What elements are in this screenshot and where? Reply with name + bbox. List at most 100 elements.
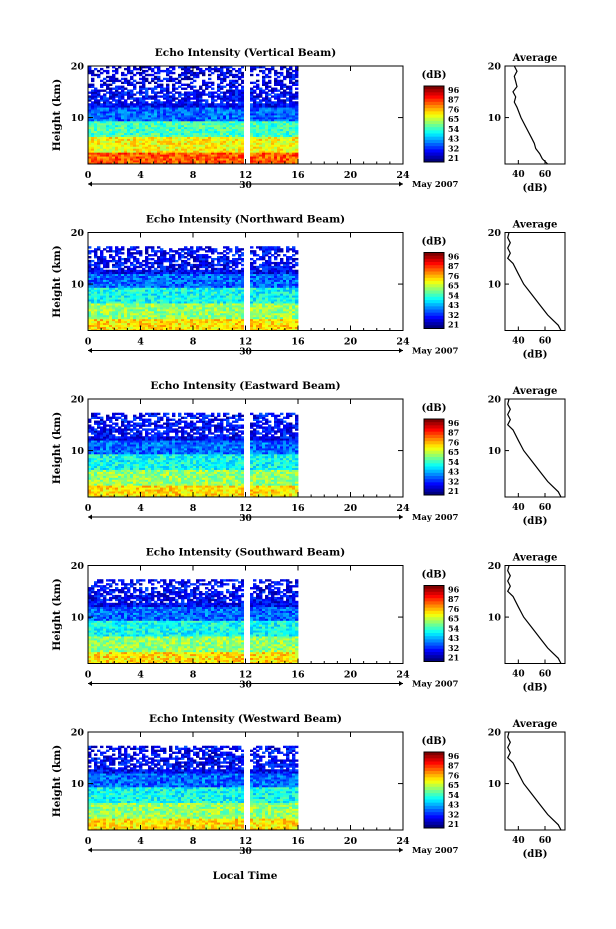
heatmap-cell: [283, 156, 287, 159]
heatmap-cell: [286, 140, 290, 143]
heatmap-cell: [187, 152, 191, 155]
heatmap-cell: [163, 140, 167, 143]
heatmap-cell: [283, 107, 287, 110]
heatmap-cell: [259, 103, 263, 106]
heatmap-cell: [256, 138, 260, 141]
heatmap-cell: [295, 130, 299, 134]
heatmap-cell: [97, 113, 101, 116]
heatmap-cell: [223, 107, 227, 110]
heatmap-cell: [193, 150, 197, 153]
heatmap-cell: [205, 120, 209, 124]
heatmap-cell: [265, 162, 269, 165]
heatmap-cell: [211, 71, 215, 75]
heatmap-cell: [286, 142, 290, 145]
heatmap-cell: [190, 142, 194, 145]
heatmap-cell: [220, 95, 224, 98]
colorbar-tick-label: 76: [448, 104, 460, 114]
heatmap-cell: [106, 154, 110, 157]
heatmap-cell: [229, 162, 233, 165]
heatmap-cell: [136, 113, 140, 116]
heatmap-cell: [280, 142, 284, 145]
heatmap-cell: [262, 144, 266, 147]
heatmap-cell: [283, 148, 287, 151]
heatmap-cell: [169, 124, 173, 128]
heatmap-cell: [223, 146, 227, 149]
heatmap-cell: [241, 79, 245, 83]
colorbar-swatch: [424, 149, 444, 153]
heatmap-cell: [97, 89, 101, 92]
heatmap-cell: [160, 118, 164, 122]
heatmap-cell: [190, 77, 194, 81]
heatmap-cell: [169, 69, 173, 73]
heatmap-cell: [253, 158, 257, 161]
colorbar-swatch: [424, 127, 444, 131]
heatmap-cell: [277, 113, 281, 116]
heatmap-cell: [199, 107, 203, 110]
heatmap-cell: [154, 146, 158, 149]
heatmap-cell: [184, 156, 188, 159]
heatmap-cell: [112, 99, 116, 102]
heatmap-cell: [121, 152, 125, 155]
heatmap-cell: [217, 111, 221, 114]
heatmap-cell: [88, 97, 92, 100]
heatmap-cell: [97, 152, 101, 155]
heatmap-cell: [130, 113, 134, 116]
heatmap-cell: [211, 134, 215, 137]
heatmap-cell: [175, 148, 179, 151]
heatmap-cell: [262, 99, 266, 102]
heatmap-cell: [256, 95, 260, 98]
heatmap-cell: [265, 126, 269, 130]
heatmap-cell: [286, 122, 290, 126]
heatmap-cell: [274, 162, 278, 165]
heatmap-cell: [259, 154, 263, 157]
heatmap-cell: [292, 156, 296, 159]
heatmap-cell: [229, 105, 233, 108]
heatmap-cell: [280, 105, 284, 108]
heatmap-cell: [145, 140, 149, 143]
heatmap-cell: [148, 134, 152, 137]
heatmap-cell: [151, 126, 155, 130]
heatmap-cell: [160, 124, 164, 128]
heatmap-cell: [139, 99, 143, 102]
heatmap-cell: [112, 95, 116, 98]
heatmap-cell: [196, 118, 200, 122]
heatmap-cell: [106, 118, 110, 122]
heatmap-cell: [169, 118, 173, 122]
heatmap-cell: [88, 160, 92, 163]
heatmap-cell: [103, 69, 107, 73]
heatmap-cell: [115, 128, 119, 132]
heatmap-cell: [265, 156, 269, 159]
heatmap-cell: [187, 144, 191, 147]
heatmap-cell: [130, 124, 134, 128]
heatmap-cell: [229, 111, 233, 114]
heatmap-cell: [184, 162, 188, 165]
heatmap-cell: [214, 152, 218, 155]
heatmap-cell: [241, 126, 245, 130]
heatmap-cell: [130, 69, 134, 73]
heatmap-cell: [94, 152, 98, 155]
heatmap-cell: [178, 95, 182, 98]
heatmap-cell: [190, 107, 194, 110]
heatmap-cell: [196, 107, 200, 110]
heatmap-cell: [208, 132, 212, 135]
colorbar-swatch: [424, 105, 444, 109]
heatmap-cell: [193, 118, 197, 122]
heatmap-cell: [142, 103, 146, 106]
heatmap-cell: [187, 115, 191, 118]
heatmap-cell: [130, 150, 134, 153]
heatmap-cell: [187, 148, 191, 151]
heatmap-cell: [271, 124, 275, 128]
heatmap-cell: [223, 136, 227, 139]
heatmap-cell: [160, 79, 164, 83]
heatmap-cell: [112, 97, 116, 100]
heatmap-cell: [154, 111, 158, 114]
heatmap-cell: [277, 134, 281, 137]
heatmap-cell: [292, 132, 296, 135]
heatmap-cell: [172, 160, 176, 163]
heatmap-cell: [280, 160, 284, 163]
heatmap-cell: [151, 113, 155, 116]
heatmap-cell: [262, 69, 266, 73]
heatmap-cell: [232, 144, 236, 147]
heatmap-cell: [97, 150, 101, 153]
heatmap-cell: [106, 97, 110, 100]
